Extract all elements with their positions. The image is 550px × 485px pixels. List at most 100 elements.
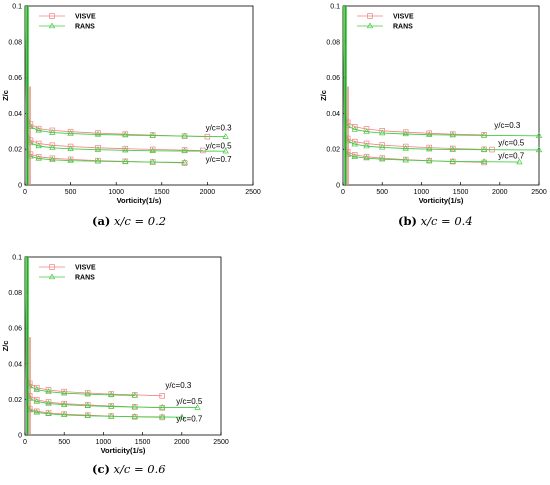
x-axis-title: Vorticity(1/s): [419, 196, 464, 205]
legend-label: RANS: [75, 275, 95, 282]
data-point: [426, 145, 433, 152]
series-line: [25, 5, 226, 138]
caption-c: (c) x/c = 0.6: [92, 462, 166, 476]
caption-b-label: (b): [398, 214, 417, 228]
series-line: [25, 5, 185, 163]
y-tick-label: 0.04: [326, 111, 340, 118]
x-tick-label: 0: [23, 189, 27, 196]
data-point: [426, 157, 433, 163]
data-point: [122, 146, 129, 153]
annotation-label: y/c=0.7: [498, 152, 525, 161]
annotation-label: y/c=0.7: [206, 155, 233, 164]
x-tick-label: 2500: [531, 189, 547, 196]
data-point: [49, 156, 56, 162]
data-point: [363, 128, 370, 134]
plot-frame: [24, 5, 254, 186]
x-tick-label: 1000: [108, 189, 124, 196]
series-line: [25, 5, 226, 152]
data-point: [159, 403, 166, 410]
data-point: [426, 144, 432, 151]
data-point: [84, 390, 91, 396]
y-axis-title: Z/c: [1, 90, 10, 101]
data-point: [480, 146, 488, 152]
data-point: [181, 158, 188, 165]
x-tick-label: 2000: [492, 189, 508, 196]
data-point: [516, 158, 523, 165]
y-tick-label: 0.02: [326, 147, 340, 154]
chart-c: 0 500 1000 1500 2000 2500 0 0.02 0.04 0.06 0.08 0.1…: [1, 255, 229, 456]
legend: VISVE RANS: [357, 13, 414, 31]
y-tick-label: 0.06: [326, 75, 340, 82]
caption-a: (a) x/c = 0.2: [92, 214, 166, 228]
data-point: [35, 125, 42, 132]
data-point: [402, 129, 409, 135]
series-rans-yc07: [342, 5, 523, 165]
annotation-label: y/c=0.3: [165, 381, 192, 390]
data-point: [35, 153, 42, 160]
data-point: [122, 158, 129, 164]
data-point: [35, 154, 42, 161]
data-point: [200, 147, 206, 154]
data-point: [94, 146, 102, 152]
data-point: [122, 145, 129, 152]
x-tick-label: 2000: [200, 189, 216, 196]
data-point: [178, 413, 185, 420]
data-point: [379, 155, 386, 162]
x-tick-label: 1500: [453, 189, 469, 196]
data-point: [108, 403, 115, 409]
caption-a-expr: x/c = 0.2: [114, 214, 167, 228]
legend-marker: [49, 13, 55, 19]
series-rans-yc07: [25, 5, 188, 165]
data-point: [449, 131, 456, 138]
annotation-label: y/c=0.3: [494, 121, 521, 130]
y-tick-label: 0: [336, 183, 340, 190]
data-point: [402, 156, 409, 163]
data-point: [84, 402, 91, 408]
near-wall-band: [26, 6, 31, 185]
data-point: [67, 130, 74, 136]
series-rans-yc03: [25, 5, 229, 139]
y-axis-title: Z/c: [319, 90, 328, 101]
data-point: [108, 412, 115, 419]
data-point: [149, 147, 156, 153]
data-point: [426, 130, 432, 137]
annotation-label: y/c=0.7: [176, 415, 203, 424]
y-tick-label: 0.06: [8, 75, 22, 82]
caption-b-expr: x/c = 0.4: [420, 214, 473, 228]
data-point: [45, 387, 52, 393]
data-point: [363, 153, 370, 160]
series-visve-yc03: [25, 256, 165, 399]
data-point: [131, 413, 138, 419]
data-point: [363, 142, 370, 149]
legend: VISVE RANS: [39, 13, 96, 31]
y-tick-label: 0.08: [326, 39, 340, 46]
data-point: [181, 147, 188, 154]
near-wall-band: [26, 257, 31, 435]
data-point: [49, 144, 56, 150]
data-point: [351, 140, 358, 147]
annotation-label: y/c=0.5: [206, 141, 233, 150]
data-point: [449, 146, 456, 152]
x-tick-label: 2500: [245, 189, 261, 196]
y-tick-label: 0.04: [8, 111, 22, 118]
x-tick-label: 1000: [414, 189, 430, 196]
legend-label: RANS: [75, 24, 95, 31]
series-line: [25, 5, 185, 164]
data-point: [194, 404, 201, 410]
caption-b: (b) x/c = 0.4: [398, 214, 473, 228]
data-point: [481, 159, 487, 166]
series-visve-yc07: [25, 5, 188, 166]
data-point: [94, 131, 102, 137]
caption-c-expr: x/c = 0.6: [113, 462, 166, 476]
data-point: [34, 397, 40, 403]
series-line: [343, 5, 493, 150]
data-point: [33, 386, 40, 392]
data-point: [95, 130, 101, 136]
series-visve-yc05: [25, 256, 165, 411]
series-rans-yc05: [25, 5, 229, 154]
series-line: [343, 5, 485, 163]
data-point: [61, 411, 68, 418]
caption-a-label: (a): [92, 214, 111, 228]
x-tick-label: 0: [23, 439, 27, 446]
x-tick-label: 500: [58, 439, 70, 446]
